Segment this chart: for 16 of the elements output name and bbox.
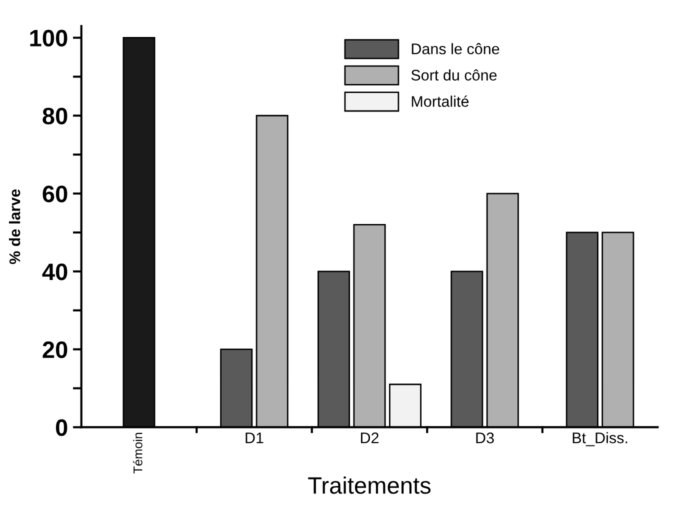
x-axis-title: Traitements bbox=[308, 476, 431, 494]
x-tick-label: Témoin bbox=[133, 432, 142, 474]
legend-label: Sort du cône bbox=[411, 69, 497, 81]
x-tick-label: D3 bbox=[476, 432, 494, 444]
y-tick-label: 0 bbox=[56, 419, 68, 436]
y-tick-label: 20 bbox=[42, 341, 68, 358]
x-tick-label: Bt_Diss. bbox=[572, 432, 628, 446]
y-tick-label: 40 bbox=[42, 263, 68, 280]
y-tick-label: 60 bbox=[42, 186, 68, 202]
y-axis-title: % de larve bbox=[8, 189, 20, 264]
x-tick-label: D2 bbox=[361, 432, 379, 444]
legend-label: Dans le cône bbox=[412, 43, 500, 54]
y-tick-label: 100 bbox=[30, 30, 68, 47]
x-tick-label: D1 bbox=[246, 432, 264, 444]
y-tick-label: 80 bbox=[42, 108, 68, 124]
legend-label: Mortalité bbox=[412, 95, 469, 107]
